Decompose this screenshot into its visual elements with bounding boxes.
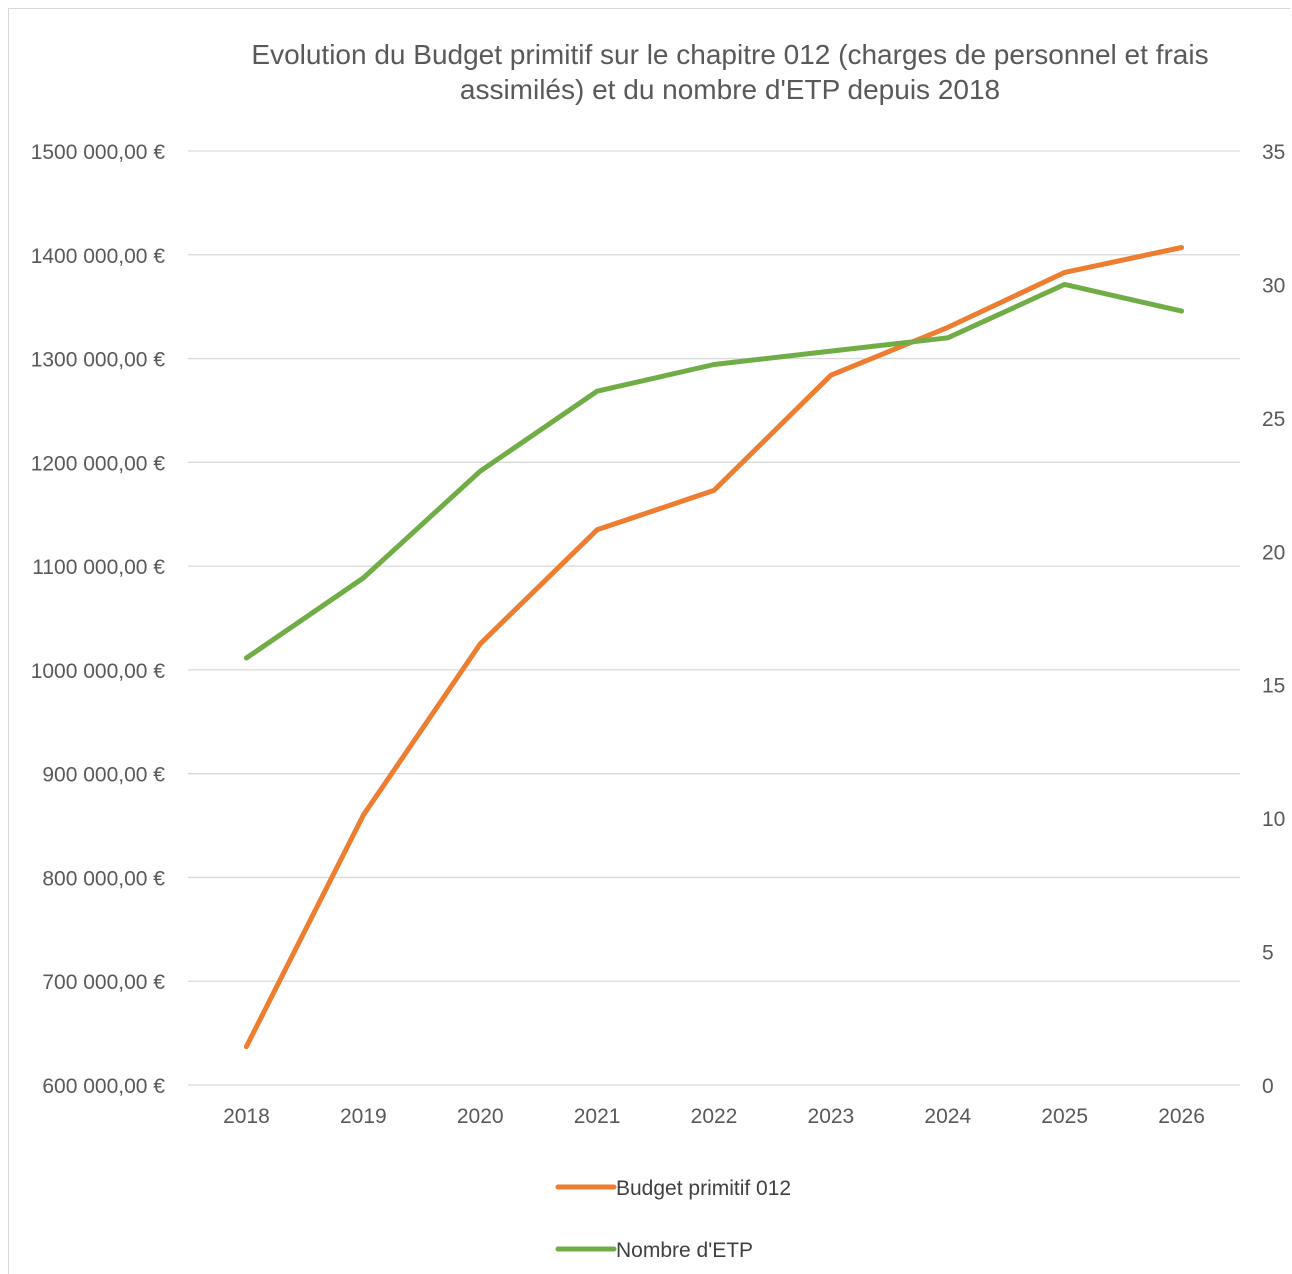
chart-frame — [8, 8, 1290, 1274]
x-tick-label: 2020 — [457, 1105, 504, 1128]
right-tick-label: 35 — [1262, 141, 1285, 164]
x-tick-label: 2024 — [924, 1105, 971, 1128]
left-tick-label: 800 000,00 € — [42, 867, 165, 890]
x-tick-label: 2022 — [691, 1105, 738, 1128]
legend-label: Nombre d'ETP — [616, 1239, 753, 1262]
legend-label: Budget primitif 012 — [616, 1177, 791, 1200]
gridlines — [188, 150, 1240, 1086]
right-tick-label: 30 — [1262, 274, 1285, 297]
right-tick-label: 5 — [1262, 942, 1274, 965]
x-tick-label: 2021 — [574, 1105, 621, 1128]
x-tick-label: 2018 — [223, 1105, 270, 1128]
series-line — [243, 281, 1185, 661]
left-tick-label: 700 000,00 € — [42, 971, 165, 994]
series-lines — [243, 245, 1185, 1050]
right-tick-label: 15 — [1262, 675, 1285, 698]
legend: Budget primitif 012 Nombre d'ETP — [555, 1177, 791, 1262]
left-tick-label: 600 000,00 € — [42, 1075, 165, 1098]
left-tick-label: 900 000,00 € — [42, 764, 165, 787]
right-tick-label: 0 — [1262, 1075, 1274, 1098]
x-tick-label: 2026 — [1158, 1105, 1205, 1128]
x-tick-label: 2019 — [340, 1105, 387, 1128]
series-line — [243, 245, 1185, 1050]
left-tick-label: 1200 000,00 € — [31, 452, 166, 475]
x-tick-label: 2025 — [1041, 1105, 1088, 1128]
left-tick-label: 1100 000,00 € — [32, 556, 165, 579]
left-tick-label: 1500 000,00 € — [31, 141, 166, 164]
right-axis-ticks: 0 5 10 15 20 25 30 35 — [1262, 141, 1285, 1098]
chart-title-line-1: Evolution du Budget primitif sur le chap… — [251, 39, 1208, 70]
chart-title-line-2: assimilés) et du nombre d'ETP depuis 201… — [460, 74, 1000, 105]
right-tick-label: 25 — [1262, 408, 1285, 431]
right-tick-label: 10 — [1262, 808, 1285, 831]
right-tick-label: 20 — [1262, 541, 1285, 564]
x-axis-ticks: 2018 2019 2020 2021 2022 2023 2024 2025 2026 — [223, 1105, 1205, 1128]
x-tick-label: 2023 — [808, 1105, 855, 1128]
left-tick-label: 1400 000,00 € — [31, 245, 166, 268]
left-axis-ticks: 600 000,00 € 700 000,00 € 800 000,00 € 900 … — [31, 141, 166, 1098]
left-tick-label: 1300 000,00 € — [31, 349, 166, 372]
left-tick-label: 1000 000,00 € — [31, 660, 166, 683]
